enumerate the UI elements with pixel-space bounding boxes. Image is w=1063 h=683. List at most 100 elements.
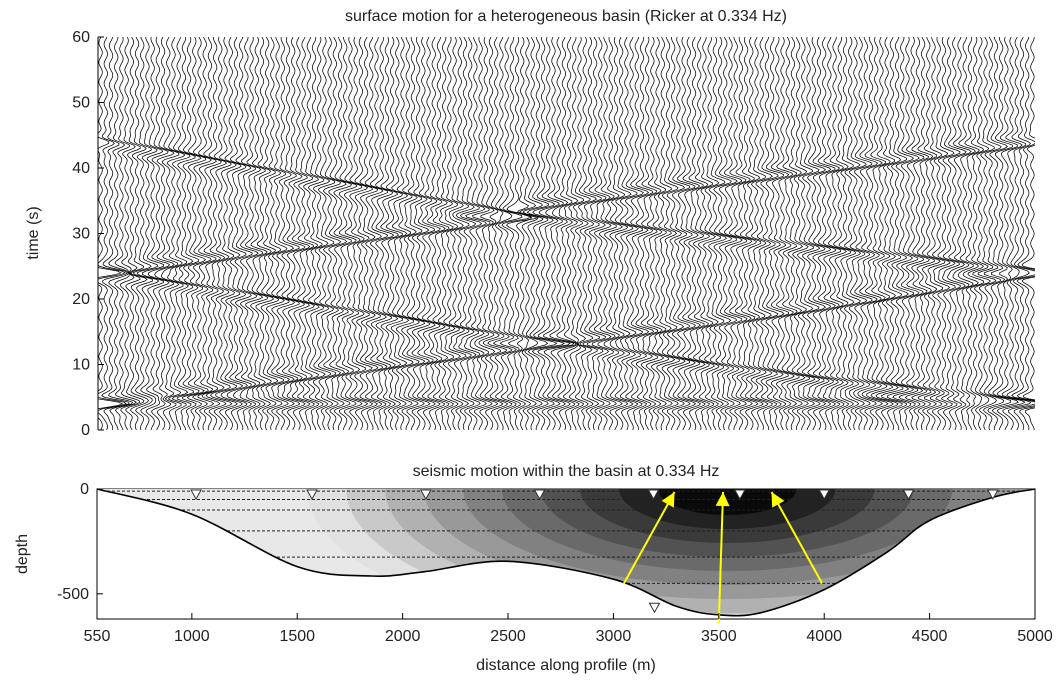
seismic-trace-136 [801,37,821,430]
seismic-trace-54 [375,37,395,430]
seismic-trace-144 [843,37,862,430]
seismic-trace-2 [101,37,130,430]
seismic-trace-18 [186,37,207,430]
seismic-trace-130 [770,37,790,430]
seismic-trace-12 [154,37,175,430]
seismic-trace-77 [492,37,513,430]
bottom-x-tick-label: 4500 [912,628,948,645]
seismic-trace-1 [98,37,127,430]
top-y-tick-label: 0 [81,422,90,439]
seismic-trace-140 [822,37,842,430]
seismic-trace-61 [411,37,431,430]
seismic-trace-99 [609,37,629,430]
seismic-trace-159 [921,37,941,430]
seismic-trace-150 [870,37,894,430]
seismic-trace-44 [323,37,342,430]
seismic-trace-149 [866,37,889,430]
seismic-trace-152 [881,37,904,430]
yellow-arrow-shaft [770,491,823,584]
seismic-trace-128 [760,37,779,430]
seismic-trace-74 [478,37,499,430]
seismic-trace-118 [708,37,728,430]
seismic-trace-93 [578,37,598,430]
seismic-trace-3 [108,37,134,430]
receiver-marker [648,602,661,614]
seismic-trace-53 [369,37,389,430]
seismic-trace-37 [286,37,306,430]
seismic-trace-131 [775,37,795,430]
seismic-trace-116 [697,37,716,430]
seismic-trace-58 [396,37,415,430]
seismic-trace-27 [233,37,253,430]
seismic-trace-143 [838,37,857,430]
bottom-x-tick-label: 3500 [701,628,737,645]
seismic-trace-135 [796,37,816,430]
seismic-trace-76 [487,37,509,430]
seismic-trace-129 [765,37,785,430]
seismic-trace-169 [972,37,991,430]
seismic-trace-119 [713,37,733,430]
seismic-trace-52 [364,37,384,430]
seismic-trace-79 [501,37,533,430]
seismic-trace-97 [597,37,617,430]
seismic-trace-137 [807,37,827,430]
seismic-trace-78 [497,37,523,430]
seismic-trace-141 [827,37,847,430]
seismic-trace-47 [338,37,358,430]
seismic-trace-24 [215,37,239,430]
receiver-marker [818,489,831,501]
bottom-chart-title: seismic motion within the basin at 0.334… [413,463,720,480]
seismic-trace-31 [255,37,275,430]
seismic-trace-142 [833,37,852,430]
receiver-marker [419,489,432,501]
seismic-trace-153 [886,37,910,430]
receiver-marker [986,489,999,501]
seismic-trace-85 [531,37,566,430]
seismic-trace-148 [861,37,883,430]
seismic-trace-115 [693,37,711,430]
seismic-trace-165 [952,37,972,430]
seismic-trace-161 [931,37,951,430]
seismic-trace-60 [406,37,426,430]
top-chart-title: surface motion for a heterogeneous basin… [345,8,787,25]
seismic-trace-163 [942,37,962,430]
seismic-trace-173 [991,37,1019,430]
bottom-x-tick-label: 3000 [596,628,632,645]
seismic-trace-106 [645,37,665,430]
seismic-trace-30 [250,37,269,430]
seismic-trace-42 [312,37,332,430]
amplitude-contour [658,489,797,515]
top-y-tick-label: 60 [72,29,90,46]
top-y-tick-label: 30 [72,226,90,243]
seismic-trace-11 [147,37,171,430]
seismic-trace-46 [333,37,352,430]
bottom-x-axis-label: distance along profile (m) [476,657,656,674]
seismic-trace-62 [416,37,436,430]
seismic-trace-29 [244,37,264,430]
yellow-arrow-shaft [623,491,676,584]
basin-panel: seismic motion within the basin at 0.334… [14,463,1053,674]
seismic-trace-41 [307,37,326,430]
seismic-trace-10 [142,37,165,430]
seismic-trace-107 [650,37,670,430]
seismic-trace-108 [656,37,676,430]
seismic-trace-162 [937,37,956,430]
seismic-trace-39 [297,37,315,430]
bottom-x-tick-label: 1500 [279,628,315,645]
seismic-trace-13 [160,37,180,430]
seismic-trace-68 [448,37,467,430]
seismic-trace-151 [875,37,899,430]
seismic-trace-168 [967,37,985,430]
seismic-trace-145 [848,37,868,430]
seismic-trace-59 [401,37,421,430]
seismic-trace-45 [328,37,348,430]
seismic-trace-134 [791,37,810,430]
top-y-tick-label: 50 [72,95,90,112]
seismic-trace-177 [1011,37,1035,430]
seismic-trace-111 [671,37,691,430]
seismic-trace-56 [385,37,404,430]
seismic-trace-38 [291,37,311,430]
seismic-trace-32 [260,37,280,430]
seismic-trace-87 [543,37,575,430]
seismic-trace-126 [749,37,769,430]
